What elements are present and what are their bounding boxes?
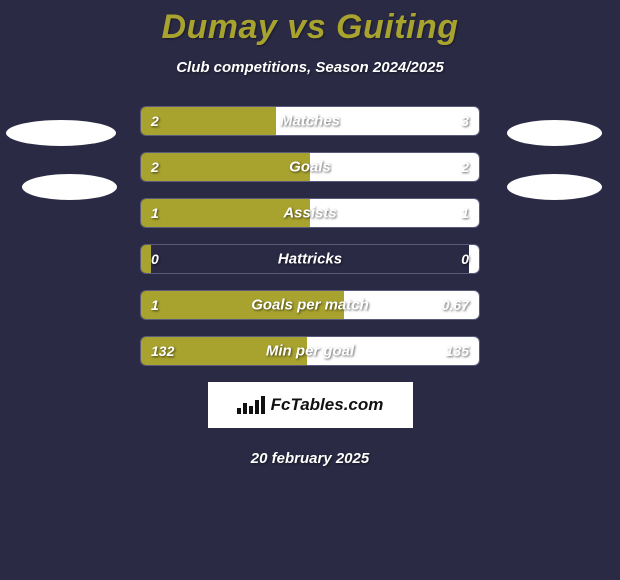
bar-right xyxy=(469,245,479,273)
bars-icon xyxy=(237,396,265,414)
stat-row: 2 3 Matches xyxy=(140,106,480,136)
stat-left-value: 132 xyxy=(151,343,174,359)
stat-right-value: 2 xyxy=(461,159,469,175)
stat-label: Hattricks xyxy=(278,251,342,268)
bar-right xyxy=(310,153,479,181)
stat-left-value: 0 xyxy=(151,251,159,267)
stat-label: Assists xyxy=(283,205,336,222)
bar-left xyxy=(141,153,310,181)
stat-right-value: 1 xyxy=(461,205,469,221)
stat-row: 2 2 Goals xyxy=(140,152,480,182)
stat-label: Goals per match xyxy=(251,297,369,314)
page-title: Dumay vs Guiting xyxy=(0,0,620,47)
stat-label: Matches xyxy=(280,113,340,130)
page-subtitle: Club competitions, Season 2024/2025 xyxy=(0,59,620,76)
stat-row: 1 1 Assists xyxy=(140,198,480,228)
stat-right-value: 0.67 xyxy=(442,297,469,313)
stat-right-value: 0 xyxy=(461,251,469,267)
stat-right-value: 3 xyxy=(461,113,469,129)
stat-label: Min per goal xyxy=(266,343,354,360)
stat-row: 0 0 Hattricks xyxy=(140,244,480,274)
bar-left xyxy=(141,245,151,273)
stat-left-value: 2 xyxy=(151,113,159,129)
stats-container: 2 3 Matches 2 2 Goals 1 1 Assists 0 0 Hattricks 1 0.6… xyxy=(0,106,620,467)
stat-left-value: 1 xyxy=(151,297,159,313)
stats-bars: 2 3 Matches 2 2 Goals 1 1 Assists 0 0 Hattricks 1 0.6… xyxy=(140,106,480,366)
stat-left-value: 2 xyxy=(151,159,159,175)
stat-row: 132 135 Min per goal xyxy=(140,336,480,366)
footer-date: 20 february 2025 xyxy=(10,450,610,467)
stat-right-value: 135 xyxy=(446,343,469,359)
badge-text: FcTables.com xyxy=(271,395,384,415)
bar-left xyxy=(141,107,276,135)
stat-left-value: 1 xyxy=(151,205,159,221)
source-badge[interactable]: FcTables.com xyxy=(208,382,413,428)
stat-row: 1 0.67 Goals per match xyxy=(140,290,480,320)
stat-label: Goals xyxy=(289,159,331,176)
